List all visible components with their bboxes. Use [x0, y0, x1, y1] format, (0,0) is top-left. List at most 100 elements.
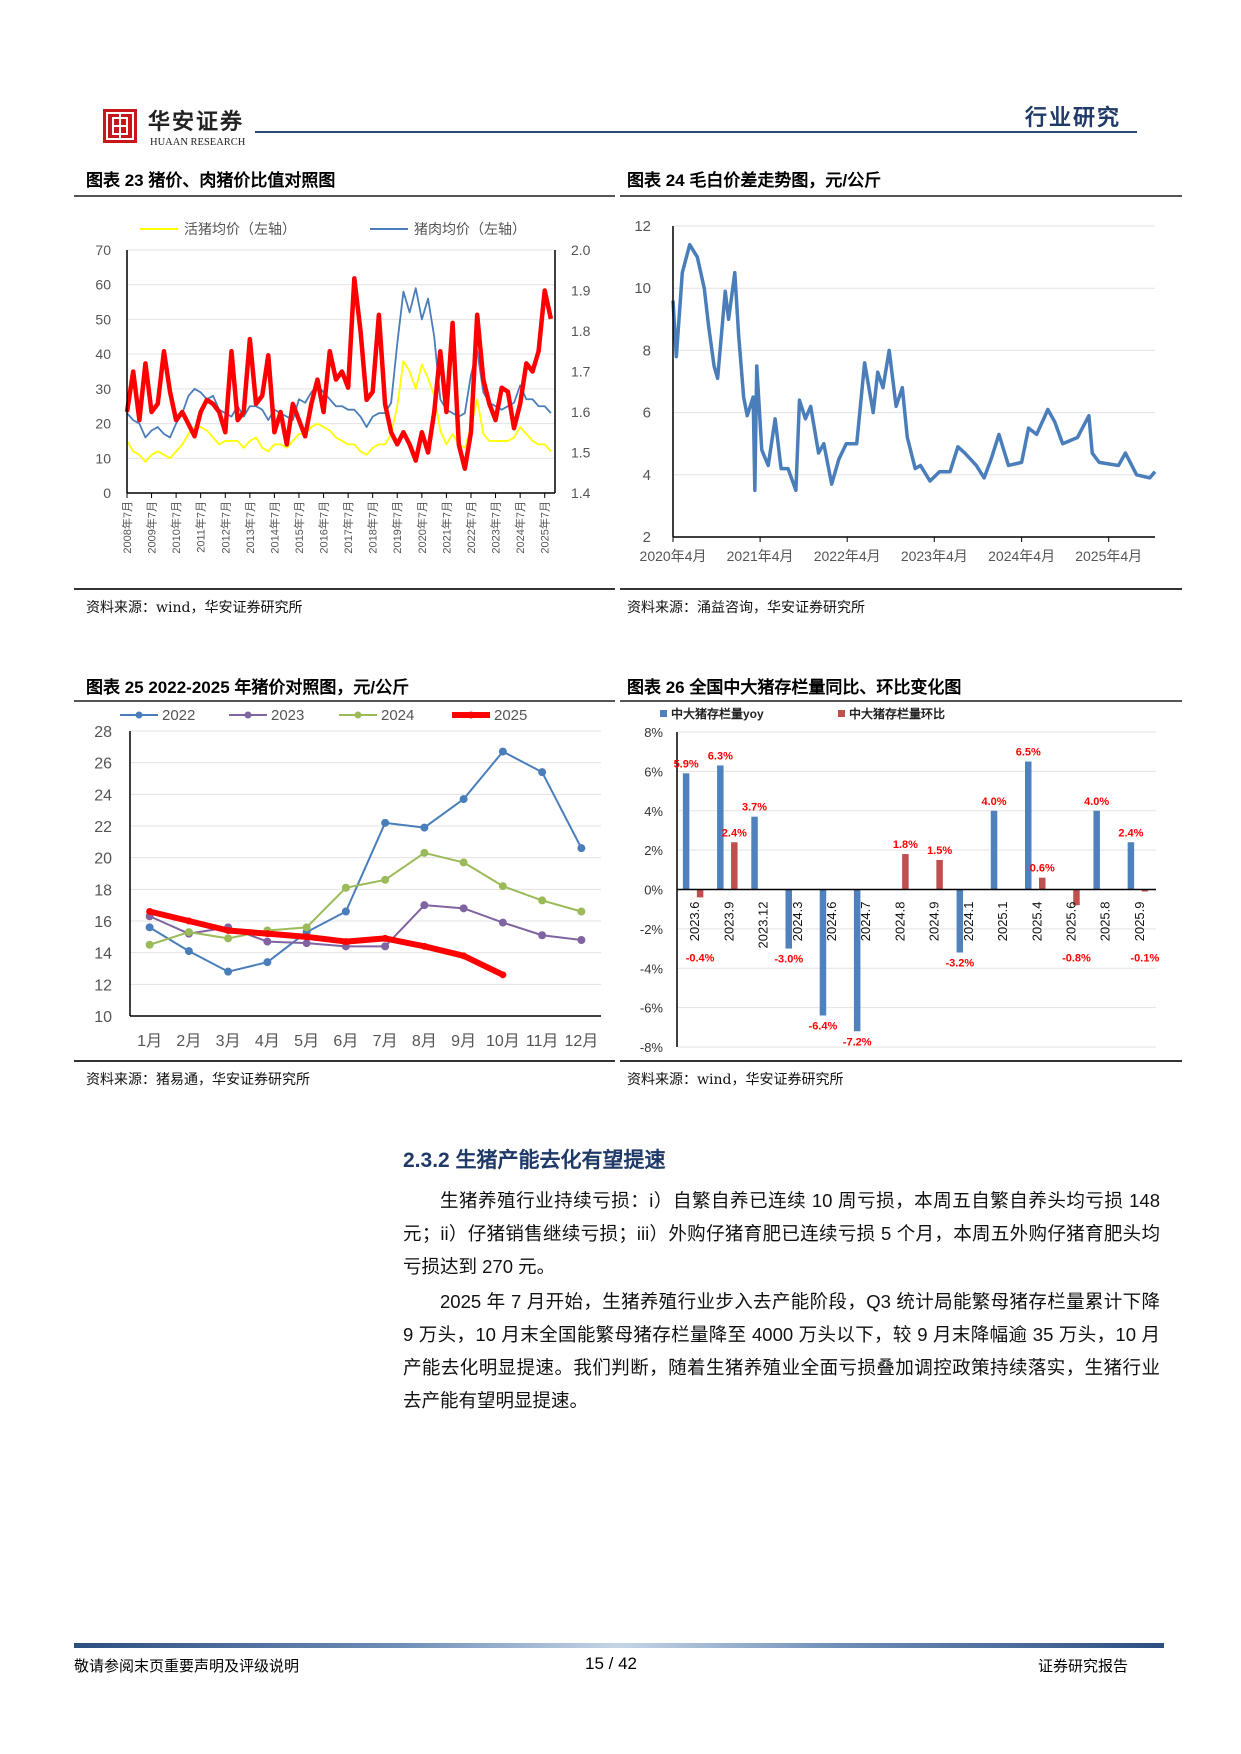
y-tick-label: 12	[634, 218, 651, 235]
bar-yoy	[990, 810, 998, 890]
x-tick-label: 2021年4月	[727, 548, 794, 564]
y-tick-label: -4%	[640, 961, 664, 976]
bar-mom	[936, 859, 943, 890]
x-tick-label: 2020年7月	[415, 501, 429, 554]
data-point-2025	[303, 933, 311, 941]
legend-marker	[354, 711, 362, 719]
fig25-title: 图表 25 2022-2025 年猪价对照图，元/公斤	[86, 678, 410, 697]
y-tick-label: 6	[643, 405, 651, 422]
x-tick-label: 2024.3	[790, 902, 805, 942]
brand-name-en: HUAAN RESEARCH	[150, 137, 246, 148]
data-point-2025	[381, 934, 389, 942]
data-point-2024	[224, 934, 233, 943]
data-point-2025	[185, 917, 193, 925]
x-tick-label: 2024.1	[961, 902, 976, 942]
series-line-2024	[149, 851, 582, 946]
y-right-tick-label: 1.9	[571, 283, 591, 299]
legend-marker	[467, 711, 475, 719]
x-tick-label: 2013年7月	[243, 501, 257, 554]
data-point-2023	[263, 937, 272, 946]
x-tick-label: 2011年7月	[194, 501, 208, 553]
fig26-source: 资料来源：wind，华安证券研究所	[627, 1072, 844, 1088]
x-tick-label: 2018年7月	[366, 501, 380, 554]
x-tick-label: 2014年7月	[267, 501, 281, 554]
fig26-chart: -8% -6% -4% -2% 0% 2% 4% 6% 8% 2023.6 2023.9 2023.1…	[640, 706, 1160, 1055]
paragraph-2: 2025 年 7 月开始，生猪养殖行业步入去产能阶段，Q3 统计局能繁母猪存栏量…	[403, 1291, 1160, 1411]
x-tick-label: 2023年4月	[901, 548, 968, 564]
bar-mom	[902, 854, 909, 890]
data-point-2022	[420, 823, 429, 832]
bar-yoy	[1127, 842, 1135, 890]
data-point-2024	[498, 882, 507, 891]
x-tick-label: 2012年7月	[218, 501, 232, 554]
data-point-2024	[341, 883, 350, 892]
paragraph-1: 生猪养殖行业持续亏损：i）自繁自养已连续 10 周亏损，本周五自繁自养头均亏损 …	[403, 1190, 1160, 1277]
y-tick-label: 10	[634, 280, 651, 297]
data-point-2022	[577, 844, 586, 853]
y-right-tick-label: 1.4	[571, 485, 591, 501]
x-tick-label: 2025.8	[1098, 902, 1113, 942]
bar-yoy	[785, 889, 792, 949]
x-tick-label: 2025.6	[1063, 902, 1078, 942]
data-label: -7.2%	[843, 1036, 872, 1048]
x-tick-label: 2024年4月	[988, 548, 1055, 564]
data-label: -6.4%	[809, 1021, 838, 1033]
data-point-2025	[263, 930, 271, 938]
data-point-2024	[538, 896, 547, 905]
data-point-2024	[381, 875, 390, 884]
bar-yoy	[751, 816, 758, 890]
x-tick-label: 2023.12	[756, 902, 771, 949]
y-left-tick-label: 70	[95, 242, 111, 258]
bar-mom	[1039, 877, 1046, 890]
y-tick-label: 24	[94, 787, 112, 804]
y-left-tick-label: 30	[95, 381, 111, 397]
y-tick-label: 14	[94, 946, 112, 963]
legend-swatch	[660, 710, 667, 717]
bar-mom	[731, 842, 738, 890]
fig24-top-rule	[620, 195, 1182, 197]
data-point-2025	[420, 942, 428, 950]
data-label: 4.0%	[1084, 796, 1109, 808]
x-tick-label: 2020年4月	[640, 548, 707, 564]
legend-label: 2024	[381, 707, 414, 724]
x-tick-label: 2008年7月	[120, 501, 134, 554]
legend-label: 2022	[162, 707, 195, 724]
data-label: -0.1%	[1131, 953, 1160, 965]
y-tick-label: 10	[94, 1009, 112, 1026]
y-left-tick-label: 10	[95, 450, 111, 466]
data-point-2023	[538, 931, 547, 940]
data-point-2023	[498, 918, 507, 927]
brand-name-cn: 华安证券	[148, 109, 245, 135]
x-tick-label: 2023.6	[687, 902, 702, 942]
section-heading: 2.3.2 生猪产能去化有望提速	[403, 1149, 666, 1172]
legend-label: 2023	[271, 707, 304, 724]
x-tick-label: 7月	[373, 1033, 398, 1050]
y-tick-label: 4	[643, 467, 651, 484]
x-tick-label: 10月	[486, 1033, 520, 1050]
y-tick-label: 22	[94, 819, 112, 836]
legend-swatch	[838, 710, 845, 717]
y-left-tick-label: 0	[103, 485, 111, 501]
data-point-2022	[184, 947, 193, 956]
header-rule	[255, 131, 1137, 133]
legend-label: 中大猪存栏量环比	[849, 706, 945, 721]
x-tick-label: 2025.1	[995, 902, 1010, 942]
data-label: 1.8%	[893, 839, 918, 851]
y-tick-label: 28	[94, 724, 112, 741]
data-point-2024	[302, 923, 311, 932]
fig23-chart: 0 10 20 30 40 50 60 70 1.4 1.5 1.6 1.7 1.8 1.9 2.0 2008…	[95, 221, 591, 554]
x-tick-label: 2015年7月	[292, 501, 306, 554]
x-tick-label: 2024.8	[892, 902, 907, 942]
data-point-2022	[381, 818, 390, 827]
bar-yoy	[1093, 810, 1100, 890]
x-tick-label: 5月	[294, 1033, 319, 1050]
data-label: -0.4%	[686, 953, 715, 965]
bar-yoy	[682, 773, 690, 890]
y-right-tick-label: 1.5	[571, 445, 591, 461]
data-point-2022	[341, 907, 350, 916]
legend-marker	[244, 711, 252, 719]
data-label: 6.3%	[708, 750, 733, 762]
fig26-bottom-rule	[620, 1060, 1182, 1062]
data-point-2023	[420, 901, 429, 910]
